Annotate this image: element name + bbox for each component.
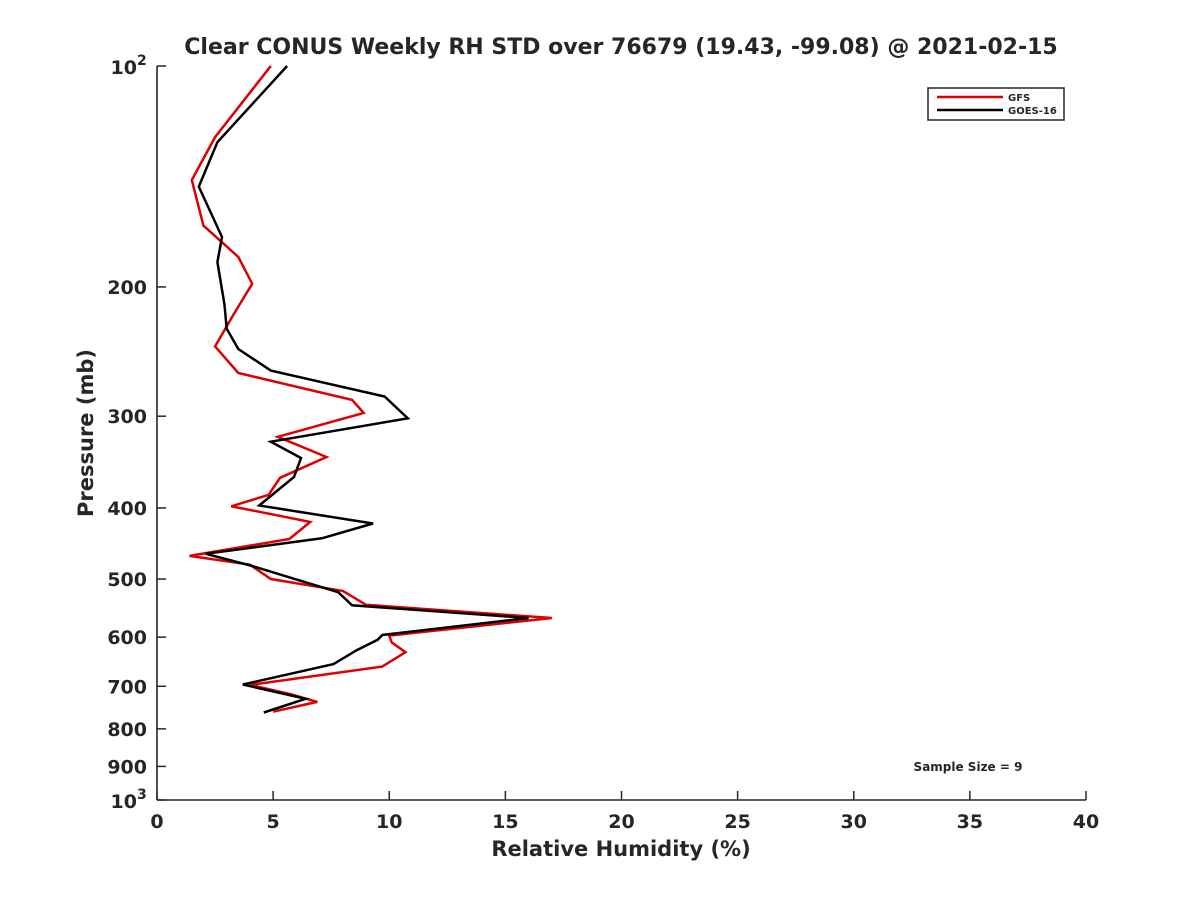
- x-tick-label: 10: [376, 811, 402, 833]
- axes: [156, 66, 1086, 801]
- chart-title: Clear CONUS Weekly RH STD over 76679 (19…: [184, 35, 1057, 60]
- y-axis-label: Pressure (mb): [74, 349, 98, 517]
- y-tick-label: 10: [111, 57, 137, 79]
- y-tick-label: 200: [107, 277, 147, 299]
- x-tick-label: 0: [150, 811, 163, 833]
- sample-size-annotation: Sample Size = 9: [914, 760, 1023, 774]
- x-tick-label: 40: [1073, 811, 1099, 833]
- y-tick-label: 900: [107, 756, 147, 778]
- x-tick-label: 30: [841, 811, 867, 833]
- y-tick-label-exponent: 3: [137, 787, 147, 803]
- series-lines: [189, 65, 552, 714]
- x-tick-label: 5: [267, 811, 280, 833]
- legend-label-goes-16: GOES-16: [1008, 106, 1057, 117]
- y-tick-label: 10: [111, 791, 137, 813]
- legend: GFS GOES-16: [927, 87, 1065, 121]
- y-tick-label: 500: [107, 569, 147, 591]
- legend-label-gfs: GFS: [1008, 93, 1030, 104]
- series-line-gfs: [189, 65, 552, 713]
- x-ticks: 0 5 10 15 20 25 30 35 40: [150, 791, 1099, 833]
- y-tick-label: 600: [107, 627, 147, 649]
- y-tick-label: 800: [107, 719, 147, 741]
- series-line-goes-16: [197, 65, 529, 714]
- x-tick-label: 35: [957, 811, 983, 833]
- x-tick-label: 15: [492, 811, 518, 833]
- y-tick-label: 400: [107, 498, 147, 520]
- x-axis-label: Relative Humidity (%): [491, 837, 750, 861]
- y-tick-label: 700: [107, 676, 147, 698]
- x-tick-label: 25: [724, 811, 750, 833]
- y-tick-label-exponent: 2: [137, 53, 147, 69]
- y-tick-label: 300: [107, 406, 147, 428]
- legend-box: [927, 87, 1065, 121]
- x-tick-label: 20: [608, 811, 634, 833]
